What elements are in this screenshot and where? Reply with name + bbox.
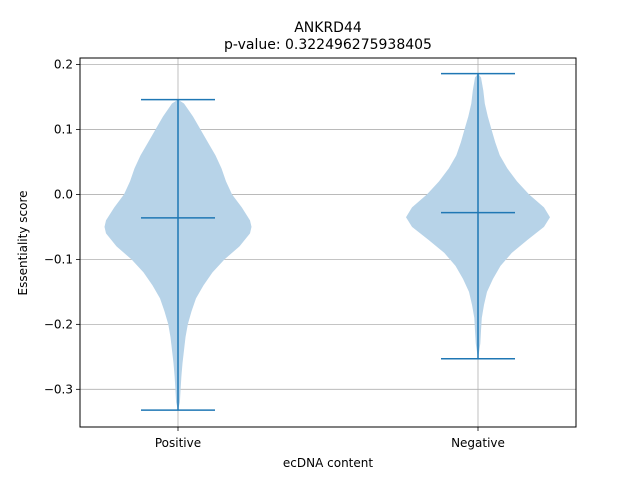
y-tick-label: −0.1 — [44, 252, 73, 266]
stat-lines-layer — [141, 72, 515, 411]
violin-layer — [104, 73, 550, 411]
chart-title: ANKRD44 — [294, 20, 362, 36]
y-tick-label: −0.3 — [44, 382, 73, 396]
y-axis: −0.3 −0.2 −0.1 0.0 0.1 0.2 — [44, 57, 80, 396]
y-tick-label: 0.0 — [54, 187, 73, 201]
x-axis: Positive Negative — [155, 427, 505, 450]
y-tick-label: −0.2 — [44, 317, 73, 331]
plot-frame — [79, 57, 577, 428]
x-tick-label: Positive — [155, 436, 201, 450]
chart-subtitle: p-value: 0.322496275938405 — [224, 37, 432, 53]
y-axis-label: Essentiality score — [16, 191, 30, 296]
y-tick-label: 0.2 — [54, 57, 73, 71]
y-tick-label: 0.1 — [54, 122, 73, 136]
x-axis-label: ecDNA content — [283, 456, 373, 470]
x-tick-label: Negative — [451, 436, 505, 450]
